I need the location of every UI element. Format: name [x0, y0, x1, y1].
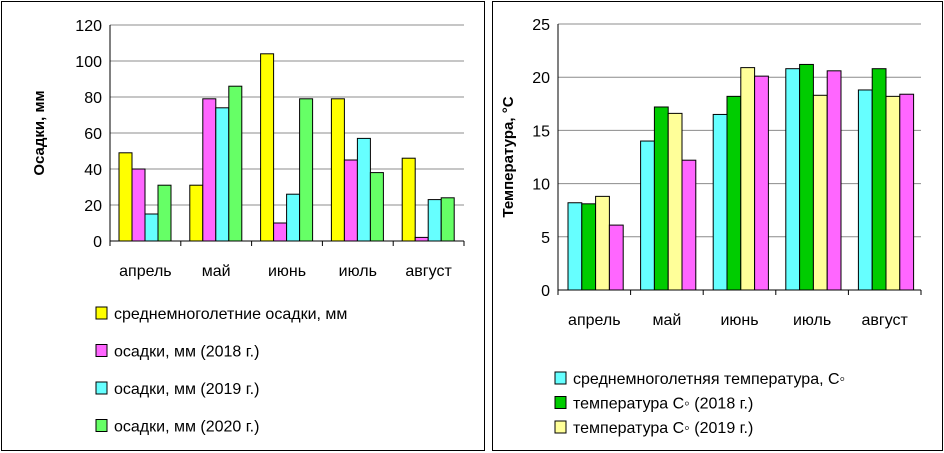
legend-entry: осадки, мм (2020 г.)	[114, 419, 259, 436]
y-tick-label: 20	[84, 198, 102, 215]
bar	[369, 172, 384, 242]
temperature-chart: 0 5 10 15 20 25 апрель май июнь июль август Темпера…	[500, 17, 922, 437]
legend-swatch	[95, 306, 108, 320]
legend-entry: температура С◦ (2019 г.)	[573, 420, 753, 437]
bar	[118, 152, 133, 242]
bar	[286, 193, 301, 242]
bar	[144, 213, 159, 242]
y-tick-label: 15	[532, 123, 550, 140]
x-tick-label: май	[202, 263, 231, 280]
precipitation-chart-panel: 0 20 40 60 80 100 120 апрель май июнь июль август Ос…	[1, 1, 485, 451]
bar	[785, 68, 801, 291]
y-tick-label: 80	[84, 90, 102, 107]
y-tick-label: 10	[532, 177, 550, 194]
bar	[414, 236, 429, 242]
bar	[857, 89, 873, 291]
x-tick-label: июль	[339, 263, 377, 280]
bar	[273, 222, 288, 242]
y-tick-label: 40	[84, 162, 102, 179]
precipitation-chart: 0 20 40 60 80 100 120 апрель май июнь июль август Ос…	[31, 18, 465, 436]
bar	[885, 95, 901, 291]
bar	[356, 137, 371, 242]
bar	[799, 63, 814, 291]
y-axis-title: Температура, °С	[500, 96, 517, 217]
temperature-chart-panel: 0 5 10 15 20 25 апрель май июнь июль август Темпера…	[492, 1, 943, 451]
x-tick-label: июнь	[720, 312, 758, 329]
x-tick-label: июнь	[268, 263, 306, 280]
bar	[202, 98, 217, 242]
bar	[608, 224, 624, 291]
bar	[343, 159, 358, 242]
bar	[157, 184, 172, 242]
bar	[581, 203, 597, 291]
y-tick-label: 5	[541, 230, 550, 247]
bar	[427, 199, 442, 242]
y-tick-label: 60	[84, 126, 102, 143]
legend-swatch	[95, 419, 108, 432]
legend-swatch	[554, 420, 567, 434]
x-tick-label: апрель	[568, 312, 621, 329]
legend-entry: среднемноголетняя температура, С◦	[573, 371, 845, 388]
y-tick-label: 0	[93, 234, 102, 251]
x-tick-label: август	[862, 312, 909, 329]
legend-entry: температура С◦ (2018 г.)	[573, 396, 753, 413]
legend-entry: осадки, мм (2019 г.)	[114, 381, 259, 398]
bar	[401, 157, 416, 242]
bar	[726, 95, 742, 291]
bar	[330, 98, 345, 242]
bar	[595, 195, 610, 291]
legend-swatch	[554, 396, 567, 409]
bar	[826, 70, 842, 291]
bar	[740, 67, 756, 291]
x-tick-label: апрель	[119, 263, 172, 280]
y-axis-title: Осадки, мм	[31, 90, 48, 175]
bar	[189, 184, 204, 242]
bar	[228, 85, 243, 242]
bar	[567, 202, 583, 291]
bar	[681, 159, 697, 291]
bar	[667, 112, 683, 291]
bar	[440, 197, 455, 242]
legend-swatch	[554, 371, 567, 385]
y-tick-label: 100	[75, 54, 102, 71]
bar	[812, 94, 828, 291]
legend-entry: осадки, мм (2018 г.)	[114, 344, 259, 361]
y-tick-label: 0	[541, 283, 550, 300]
bar	[260, 53, 275, 242]
y-tick-label: 120	[75, 18, 102, 35]
x-tick-label: июль	[793, 312, 831, 329]
bar	[712, 113, 728, 291]
bar	[653, 106, 669, 291]
bar	[299, 98, 314, 242]
bar	[640, 140, 655, 291]
bar	[899, 93, 915, 291]
bar	[754, 75, 769, 291]
bar	[131, 168, 146, 242]
legend-swatch	[95, 381, 108, 395]
legend-entry: среднемноголетние осадки, мм	[114, 306, 347, 323]
bar	[215, 107, 230, 242]
bar	[871, 68, 887, 291]
x-tick-label: август	[405, 263, 452, 280]
y-tick-label: 20	[532, 70, 550, 87]
legend-swatch	[95, 344, 108, 357]
x-tick-label: май	[652, 312, 681, 329]
y-tick-label: 25	[532, 17, 550, 34]
